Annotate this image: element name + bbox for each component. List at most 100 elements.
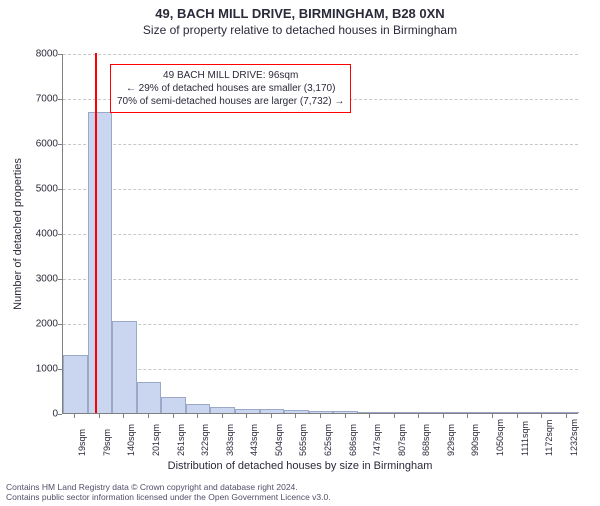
x-tick-label: 322sqm xyxy=(200,424,210,456)
x-tick xyxy=(271,414,272,418)
histogram-bar xyxy=(235,409,260,414)
x-tick-label: 383sqm xyxy=(225,424,235,456)
y-tick xyxy=(58,99,62,100)
title-sub: Size of property relative to detached ho… xyxy=(0,23,600,37)
x-tick xyxy=(369,414,370,418)
histogram-bar xyxy=(210,407,235,413)
gridline xyxy=(63,189,578,190)
histogram-bar xyxy=(382,412,407,413)
x-tick xyxy=(246,414,247,418)
x-tick xyxy=(197,414,198,418)
histogram-bar xyxy=(505,412,530,413)
y-tick xyxy=(58,144,62,145)
x-tick xyxy=(173,414,174,418)
histogram-bar xyxy=(63,355,88,414)
y-tick-label: 1000 xyxy=(28,364,58,375)
histogram-bar xyxy=(432,412,457,413)
x-tick-label: 443sqm xyxy=(249,424,259,456)
y-axis-title: Number of detached properties xyxy=(12,158,24,310)
gridline xyxy=(63,144,578,145)
gridline xyxy=(63,279,578,280)
y-tick-label: 2000 xyxy=(28,319,58,330)
y-tick-label: 7000 xyxy=(28,94,58,105)
x-tick xyxy=(123,414,124,418)
x-tick-label: 504sqm xyxy=(274,424,284,456)
property-marker-line xyxy=(95,53,97,413)
x-tick-label: 140sqm xyxy=(126,424,136,456)
x-tick-label: 929sqm xyxy=(446,424,456,456)
x-tick xyxy=(541,414,542,418)
histogram-bar xyxy=(554,412,579,413)
footer-line2: Contains public sector information licen… xyxy=(6,492,331,502)
x-tick-label: 686sqm xyxy=(348,424,358,456)
y-tick xyxy=(58,234,62,235)
annotation-line1: 49 BACH MILL DRIVE: 96sqm xyxy=(117,69,344,82)
footer-line1: Contains HM Land Registry data © Crown c… xyxy=(6,482,331,492)
y-tick-label: 0 xyxy=(28,409,58,420)
x-tick-label: 1232sqm xyxy=(569,419,579,456)
y-tick-label: 4000 xyxy=(28,229,58,240)
y-tick xyxy=(58,324,62,325)
histogram-bar xyxy=(137,382,162,414)
histogram-bar xyxy=(186,404,211,413)
x-tick-label: 79sqm xyxy=(102,429,112,456)
x-tick-label: 990sqm xyxy=(470,424,480,456)
histogram-bar xyxy=(358,412,383,413)
x-tick-label: 868sqm xyxy=(421,424,431,456)
x-tick xyxy=(566,414,567,418)
y-tick-label: 3000 xyxy=(28,274,58,285)
x-tick xyxy=(443,414,444,418)
y-tick xyxy=(58,279,62,280)
y-tick xyxy=(58,414,62,415)
histogram-bar xyxy=(260,409,285,413)
footer-attribution: Contains HM Land Registry data © Crown c… xyxy=(6,482,331,502)
y-tick-label: 6000 xyxy=(28,139,58,150)
histogram-bar xyxy=(333,411,358,413)
gridline xyxy=(63,234,578,235)
x-tick xyxy=(99,414,100,418)
y-tick-label: 5000 xyxy=(28,184,58,195)
x-tick-label: 807sqm xyxy=(397,424,407,456)
x-tick-label: 261sqm xyxy=(176,424,186,456)
histogram-bar xyxy=(161,397,186,413)
annotation-box: 49 BACH MILL DRIVE: 96sqm ← 29% of detac… xyxy=(110,64,351,113)
gridline xyxy=(63,369,578,370)
x-axis-title: Distribution of detached houses by size … xyxy=(0,460,600,472)
y-tick-label: 8000 xyxy=(28,49,58,60)
histogram-bar xyxy=(284,410,309,413)
histogram-bar xyxy=(481,412,506,413)
y-tick xyxy=(58,54,62,55)
title-main: 49, BACH MILL DRIVE, BIRMINGHAM, B28 0XN xyxy=(0,6,600,21)
histogram-bar xyxy=(407,412,432,413)
x-tick xyxy=(492,414,493,418)
x-tick xyxy=(517,414,518,418)
x-tick xyxy=(320,414,321,418)
x-tick xyxy=(148,414,149,418)
annotation-line3: 70% of semi-detached houses are larger (… xyxy=(117,95,344,108)
histogram-bar xyxy=(309,411,334,413)
x-tick-label: 747sqm xyxy=(372,424,382,456)
x-tick xyxy=(418,414,419,418)
x-tick-label: 1172sqm xyxy=(544,420,554,456)
x-tick xyxy=(222,414,223,418)
x-tick-label: 1111sqm xyxy=(520,421,530,456)
histogram-bar xyxy=(88,112,113,414)
x-tick xyxy=(394,414,395,418)
x-tick-label: 565sqm xyxy=(298,424,308,456)
x-tick xyxy=(74,414,75,418)
gridline xyxy=(63,324,578,325)
x-tick-label: 19sqm xyxy=(77,429,87,456)
annotation-line2: ← 29% of detached houses are smaller (3,… xyxy=(117,82,344,95)
histogram-bar xyxy=(456,412,481,413)
y-tick xyxy=(58,369,62,370)
x-tick-label: 1050sqm xyxy=(495,419,505,456)
gridline xyxy=(63,54,578,55)
y-tick xyxy=(58,189,62,190)
histogram-bar xyxy=(530,412,555,413)
x-tick-label: 201sqm xyxy=(151,424,161,456)
x-tick-label: 625sqm xyxy=(323,424,333,456)
x-tick xyxy=(345,414,346,418)
x-tick xyxy=(467,414,468,418)
histogram-bar xyxy=(112,321,137,413)
x-tick xyxy=(295,414,296,418)
